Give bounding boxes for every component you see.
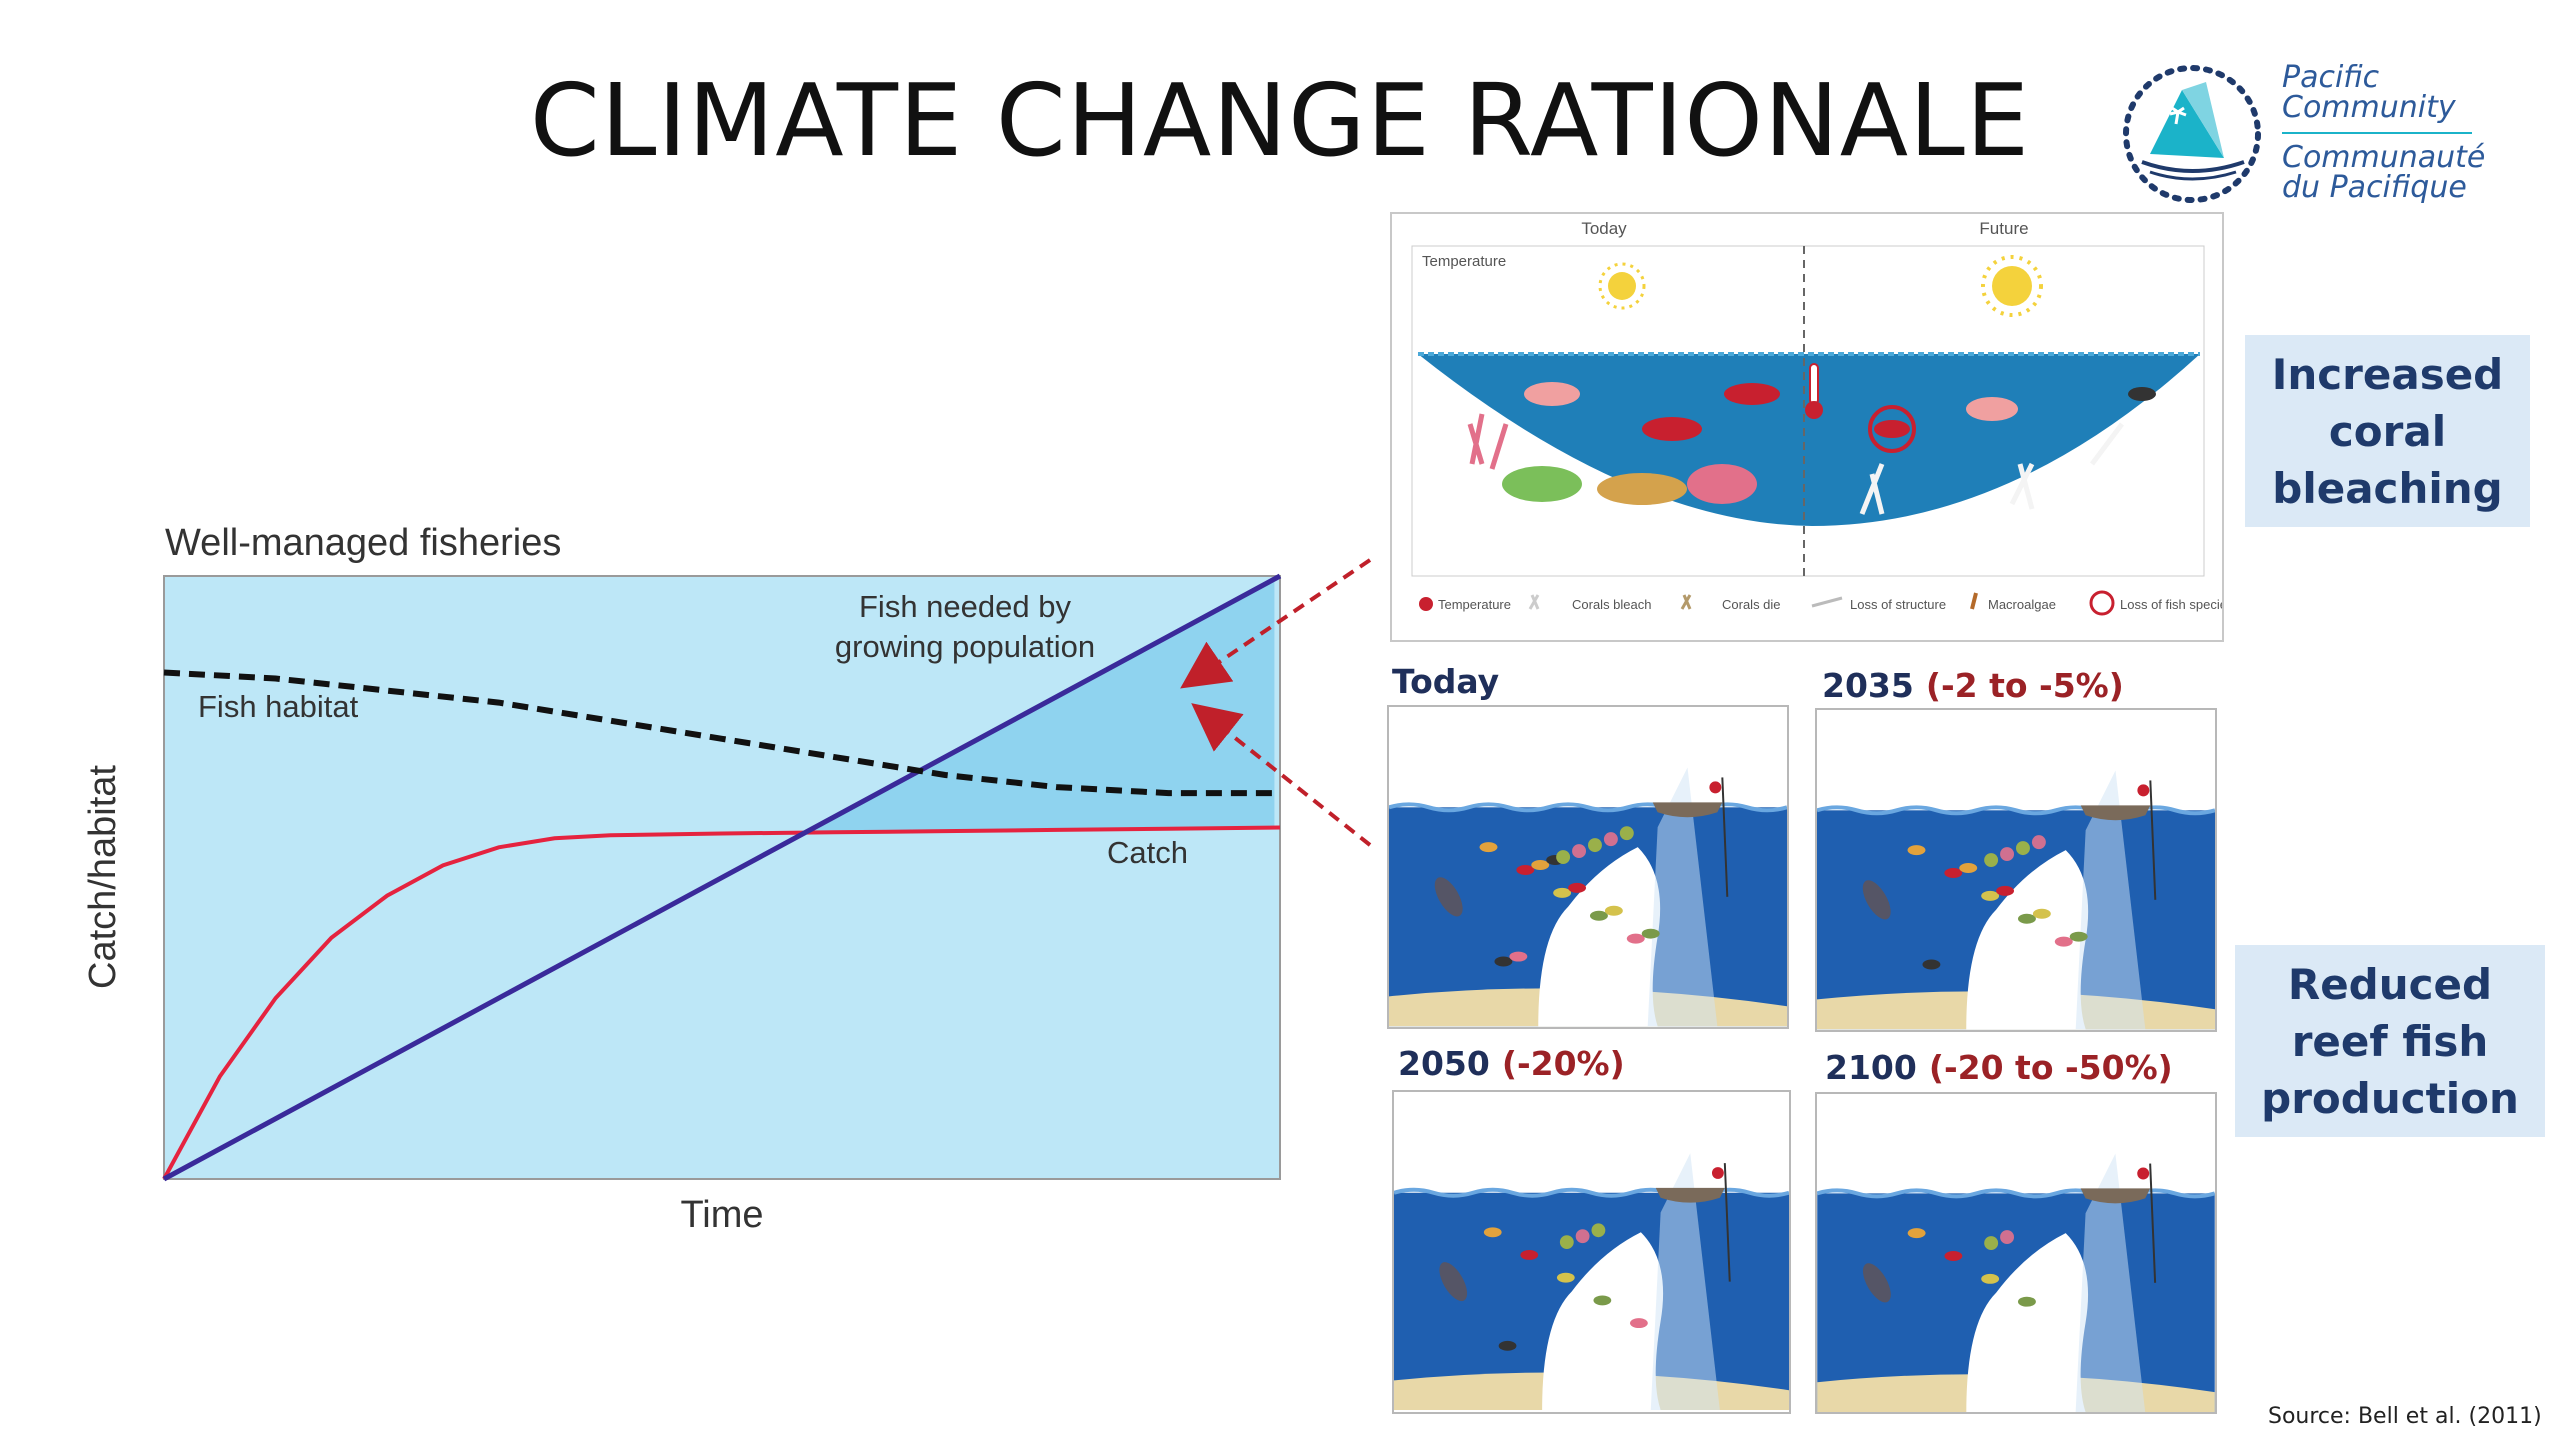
panel-label-today: Today — [1392, 662, 1500, 701]
reef-scene-2050 — [1392, 1090, 1791, 1414]
legend-loss-of-structure: Loss of structure — [1850, 597, 1946, 612]
series-fish-habitat-line — [163, 669, 1280, 797]
logo-divider — [2282, 132, 2472, 134]
fish-school-icon — [1479, 826, 1660, 967]
pacific-community-logo: Pacific Community Communauté du Pacifiqu… — [2120, 62, 2540, 212]
logo-text-en-1: Pacific — [2282, 60, 2380, 95]
chart-title: Well-managed fisheries — [165, 522, 561, 564]
panel-label-2050: 2050 (-20%) — [1398, 1044, 1625, 1083]
slide-title: CLIMATE CHANGE RATIONALE — [529, 62, 2031, 179]
catch-label: Catch — [1107, 835, 1188, 870]
thermometer-icon — [1805, 363, 1823, 419]
callout-reef-fish-production: Reduced reef fish production — [2235, 945, 2545, 1137]
fish-needed-label-line2: growing population — [835, 629, 1095, 664]
legend-loss-of-fish-species: Loss of fish species — [2120, 597, 2222, 612]
fish-school-icon — [1907, 835, 2088, 970]
arrow-to-gap-upper — [1180, 558, 1372, 689]
fisheries-chart: Well-managed fisheries Fish needed by gr… — [82, 522, 1282, 1236]
callout-bleaching-line3: bleaching — [2272, 463, 2503, 513]
callout-bleaching-line2: coral — [2328, 406, 2447, 456]
series-catch-line — [162, 825, 1281, 1180]
logo-text-fr-2: du Pacifique — [2282, 170, 2467, 205]
logo-text-en-2: Community — [2282, 90, 2456, 125]
reef-scene-2100 — [1815, 1092, 2217, 1414]
fish-needed-label-line1: Fish needed by — [859, 589, 1071, 624]
y-axis-label: Catch/habitat — [82, 765, 124, 989]
panel-label-2035: 2035 (-2 to -5%) — [1822, 666, 2124, 705]
legend-corals-bleach: Corals bleach — [1572, 597, 1652, 612]
fish-today-icons — [1524, 382, 1780, 441]
reef-scene-2035 — [1815, 708, 2217, 1032]
future-label: Future — [1979, 219, 2028, 238]
x-axis-label: Time — [680, 1194, 763, 1236]
source-citation: Source: Bell et al. (2011) — [2268, 1404, 2542, 1429]
legend-coral-bleach-icon — [1528, 594, 1540, 610]
legend-macroalgae-icon — [1970, 592, 1978, 610]
legend-coral-die-icon — [1680, 594, 1692, 610]
callout-reef-line3: production — [2261, 1073, 2519, 1123]
coral-bleaching-diagram: Today Future Temperature — [1390, 212, 2234, 642]
reef-scene-today — [1387, 705, 1789, 1029]
diagram-legend: Temperature Corals bleach Corals die Los… — [1419, 590, 2234, 616]
coral-today-icon — [1467, 413, 1757, 505]
fish-future-icons — [1868, 387, 2156, 453]
sun-today-icon — [1598, 262, 1646, 310]
callout-coral-bleaching: Increased coral bleaching — [2245, 335, 2530, 527]
bleached-coral-icon — [1859, 422, 2124, 515]
today-label: Today — [1581, 219, 1627, 238]
panel-label-2100: 2100 (-20 to -50%) — [1825, 1048, 2173, 1087]
fish-school-icon — [1483, 1223, 1648, 1351]
fish-school-icon — [1907, 1228, 2036, 1307]
arrow-to-gap-lower — [1191, 703, 1372, 847]
series-fish-needed-line — [162, 573, 1282, 1182]
legend-structure-loss-icon — [1811, 596, 1843, 608]
logo-text-fr-1: Communauté — [2282, 140, 2486, 175]
logo-emblem-icon — [2123, 65, 2261, 203]
legend-temperature: Temperature — [1438, 597, 1511, 612]
callout-bleaching-line1: Increased — [2271, 349, 2504, 399]
sun-future-icon — [1981, 255, 2043, 317]
legend-macroalgae: Macroalgae — [1988, 597, 2056, 612]
connector-arrows — [1180, 558, 1372, 847]
legend-thermometer-icon — [1419, 597, 1433, 611]
fish-habitat-label: Fish habitat — [198, 689, 359, 724]
legend-fish-loss-icon — [2089, 590, 2115, 616]
callout-reef-line2: reef fish — [2291, 1016, 2489, 1066]
legend-corals-die: Corals die — [1722, 597, 1781, 612]
callout-reef-line1: Reduced — [2287, 959, 2493, 1009]
temperature-axis-label: Temperature — [1422, 253, 1506, 270]
